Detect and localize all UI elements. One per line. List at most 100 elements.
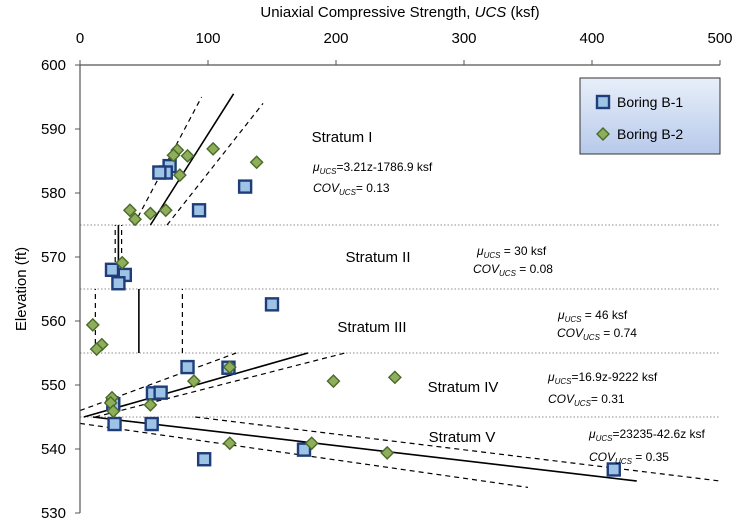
cov-value: = 0.74 bbox=[600, 326, 637, 340]
x-axis-title-prefix: Uniaxial Compressive Strength, bbox=[260, 4, 474, 21]
stratum-label-4: Stratum IV bbox=[428, 379, 499, 396]
cov-symbol: COV bbox=[548, 392, 575, 406]
mu-symbol: μ bbox=[557, 308, 565, 322]
cov-value: = 0.08 bbox=[516, 262, 553, 276]
legend-box bbox=[579, 77, 721, 155]
b2-point-16 bbox=[326, 374, 341, 389]
cov-symbol: COV bbox=[313, 181, 340, 195]
b1-point-7 bbox=[111, 276, 126, 291]
cov-subscript: UCS bbox=[583, 333, 601, 342]
legend: Boring B-1 Boring B-2 bbox=[579, 77, 721, 155]
mu-symbol: μ bbox=[588, 427, 596, 441]
x-tick-label-5: 500 bbox=[707, 30, 732, 47]
b2-point-5 bbox=[172, 168, 187, 183]
cov-subscript: UCS bbox=[339, 188, 357, 197]
x-tick-label-0: 0 bbox=[76, 30, 84, 47]
cov-value: = 0.13 bbox=[356, 181, 390, 195]
axes: 0 100 200 300 400 500 530 540 550 560 570 580 590 600… bbox=[13, 4, 733, 522]
data-points bbox=[85, 141, 621, 477]
b1-point-15 bbox=[144, 416, 159, 432]
b2-point-21 bbox=[106, 404, 121, 419]
mu-value: = 30 ksf bbox=[500, 244, 546, 258]
stratum-mean-eq-5: μUCS=23235-42.6z ksf bbox=[588, 427, 706, 443]
y-tick-label-2: 550 bbox=[41, 377, 66, 394]
stratum-cov-eq-1: COVUCS= 0.13 bbox=[313, 181, 390, 197]
stratum-label-1: Stratum I bbox=[312, 129, 373, 146]
fit-line-solid-0 bbox=[149, 93, 235, 226]
stratum-cov-eq-2: COVUCS = 0.08 bbox=[473, 262, 553, 278]
stratum-mean-eq-1: μUCS=3.21z-1786.9 ksf bbox=[312, 160, 433, 176]
x-axis-title: Uniaxial Compressive Strength, UCS (ksf) bbox=[260, 4, 539, 21]
b1-point-17 bbox=[296, 442, 312, 457]
b1-point-16 bbox=[196, 452, 212, 467]
stratum-cov-eq-5: COVUCS = 0.35 bbox=[589, 450, 669, 466]
x-tick-label-3: 300 bbox=[451, 30, 476, 47]
b1-point-14 bbox=[107, 416, 122, 432]
mu-symbol: μ bbox=[312, 160, 320, 174]
y-tick-label-7: 600 bbox=[41, 57, 66, 74]
x-tick-label-1: 100 bbox=[195, 30, 220, 47]
cov-subscript: UCS bbox=[574, 399, 592, 408]
mu-value: = 46 ksf bbox=[581, 308, 627, 322]
b2-point-2 bbox=[206, 141, 221, 156]
mu-subscript: UCS bbox=[484, 251, 502, 260]
stratum-mean-eq-3: μUCS = 46 ksf bbox=[557, 308, 628, 324]
stratum-label-2: Stratum II bbox=[345, 249, 410, 266]
b2-point-13 bbox=[89, 342, 104, 357]
stratum-label-3: Stratum III bbox=[337, 319, 406, 336]
legend-marker-b1 bbox=[595, 94, 611, 110]
b2-point-6 bbox=[122, 203, 137, 218]
b2-point-10 bbox=[115, 255, 130, 270]
mu-symbol: μ bbox=[547, 370, 555, 384]
b2-point-22 bbox=[222, 436, 237, 451]
b2-point-8 bbox=[158, 203, 173, 218]
b2-point-17 bbox=[387, 370, 402, 385]
mu-subscript: UCS bbox=[565, 315, 583, 324]
legend-marker-b2 bbox=[596, 127, 610, 141]
y-tick-label-3: 560 bbox=[41, 313, 66, 330]
cov-value: = 0.31 bbox=[591, 392, 625, 406]
mu-subscript: UCS bbox=[320, 167, 338, 176]
b1-point-2 bbox=[152, 165, 167, 180]
y-tick-label-1: 540 bbox=[41, 441, 66, 458]
mu-subscript: UCS bbox=[596, 434, 614, 443]
cov-value: = 0.35 bbox=[632, 450, 669, 464]
mu-value: =16.9z-9222 ksf bbox=[571, 370, 657, 384]
cov-symbol: COV bbox=[473, 262, 500, 276]
stratum-mean-eq-2: μUCS = 30 ksf bbox=[476, 244, 547, 260]
fit-line-solid-12 bbox=[92, 416, 637, 482]
b1-point-8 bbox=[264, 297, 280, 312]
mu-value: =3.21z-1786.9 ksf bbox=[336, 160, 432, 174]
cov-subscript: UCS bbox=[615, 457, 633, 466]
stratum-cov-eq-4: COVUCS= 0.31 bbox=[548, 392, 625, 408]
y-tick-label-0: 530 bbox=[41, 505, 66, 522]
y-tick-label-4: 570 bbox=[41, 249, 66, 266]
y-axis-title: Elevation (ft) bbox=[13, 247, 30, 331]
mu-value: =23235-42.6z ksf bbox=[612, 427, 705, 441]
cov-subscript: UCS bbox=[499, 269, 517, 278]
b2-point-7 bbox=[143, 206, 158, 221]
x-tick-label-2: 200 bbox=[323, 30, 348, 47]
legend-label-b2: Boring B-2 bbox=[617, 126, 683, 142]
b2-point-20 bbox=[143, 397, 158, 412]
b2-point-14 bbox=[222, 360, 237, 375]
b2-point-15 bbox=[186, 374, 201, 389]
b1-point-9 bbox=[180, 359, 195, 375]
stratum-mean-eq-4: μUCS=16.9z-9222 ksf bbox=[547, 370, 658, 386]
mu-symbol: μ bbox=[476, 244, 484, 258]
stratum-label-5: Stratum V bbox=[429, 429, 496, 446]
b1-point-4 bbox=[191, 203, 207, 218]
mu-subscript: UCS bbox=[555, 377, 573, 386]
fit-line-dashed-14 bbox=[195, 416, 721, 482]
legend-label-b1: Boring B-1 bbox=[617, 94, 683, 110]
b1-point-18 bbox=[606, 462, 621, 477]
y-tick-label-6: 590 bbox=[41, 121, 66, 138]
stratum-boundaries bbox=[80, 224, 720, 418]
b2-point-23 bbox=[304, 436, 319, 451]
b2-point-24 bbox=[380, 445, 395, 460]
fit-line-dashed-10 bbox=[79, 352, 237, 412]
stratum-cov-eq-3: COVUCS = 0.74 bbox=[557, 326, 637, 342]
cov-symbol: COV bbox=[557, 326, 584, 340]
